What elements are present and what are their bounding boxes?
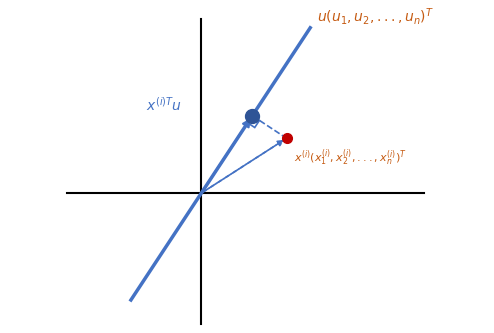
Text: $u(u_1,u_2,...,u_n)^T$: $u(u_1,u_2,...,u_n)^T$	[317, 6, 434, 27]
Text: $x^{(i)}(x_1^{(i)},x_2^{(i)},...,x_n^{(i)})^T$: $x^{(i)}(x_1^{(i)},x_2^{(i)},...,x_n^{(i…	[294, 148, 407, 168]
Text: $x^{(i)T}u$: $x^{(i)T}u$	[146, 96, 182, 114]
